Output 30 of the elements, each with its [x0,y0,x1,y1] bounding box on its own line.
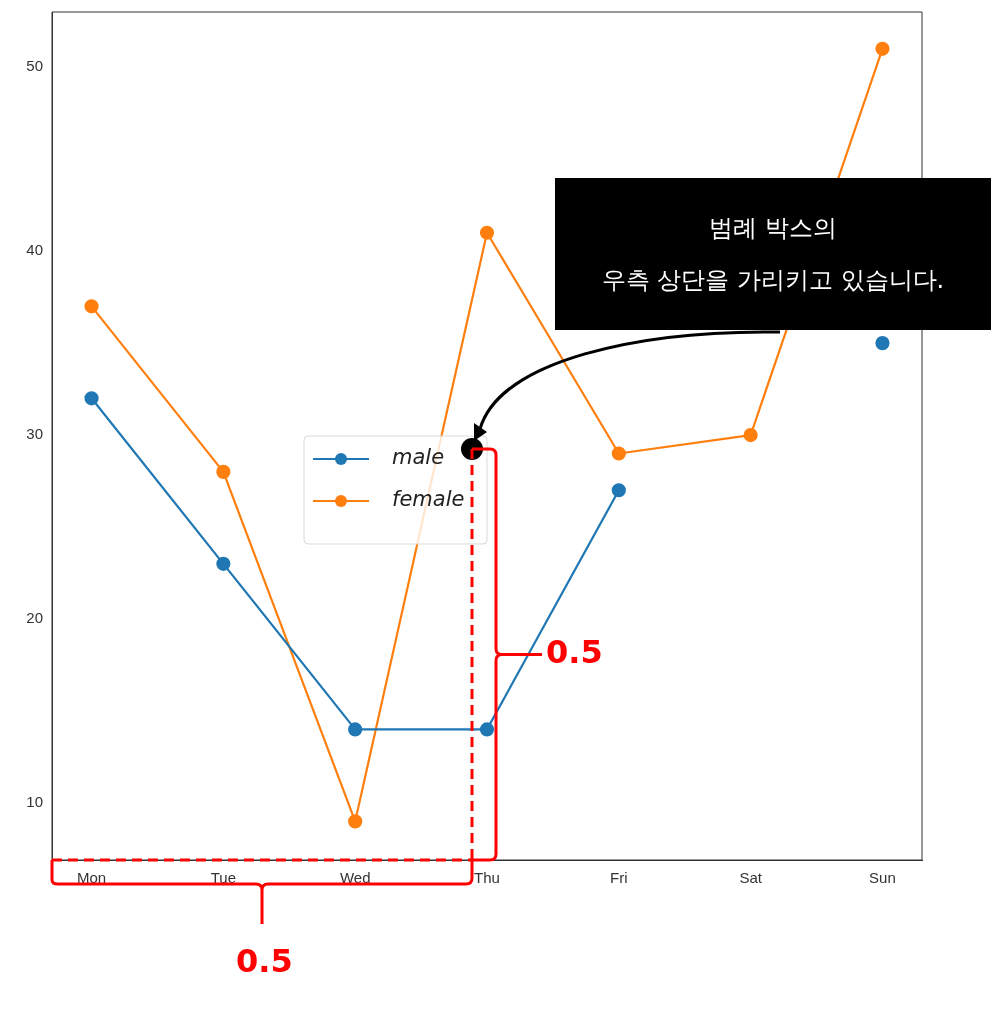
x-tick-label: Sat [739,869,763,887]
point [84,391,99,406]
point [875,41,890,56]
point [611,483,626,498]
y-tick-label: 40 [26,241,43,259]
y-tick-label: 20 [26,609,43,627]
x-tick-label: Tue [210,869,237,887]
y-tick-label: 50 [26,57,43,75]
x-tick-label: Sun [869,869,896,887]
x-tick-label: Thu [474,869,500,887]
x-tick-label: Mon [76,869,107,887]
point [348,814,363,829]
point [84,299,99,314]
text: 0.5 [236,942,293,980]
x-tick-label: Wed [339,869,371,887]
point [216,464,231,479]
point [875,336,890,351]
legend-label: female [392,487,465,512]
x-tick-label: Fri [610,869,628,887]
annotation: 0.5 [546,632,603,671]
legend-label: male [392,445,445,470]
point [743,427,758,443]
y-tick-label: 10 [26,793,43,811]
point [611,446,626,461]
y-tick-label: 30 [26,425,43,443]
point [348,722,363,737]
point [216,556,231,571]
point [479,722,495,737]
callout-box: 범례 박스의 우측 상단을 가리키고 있습니다. [555,178,991,330]
point [479,225,495,240]
